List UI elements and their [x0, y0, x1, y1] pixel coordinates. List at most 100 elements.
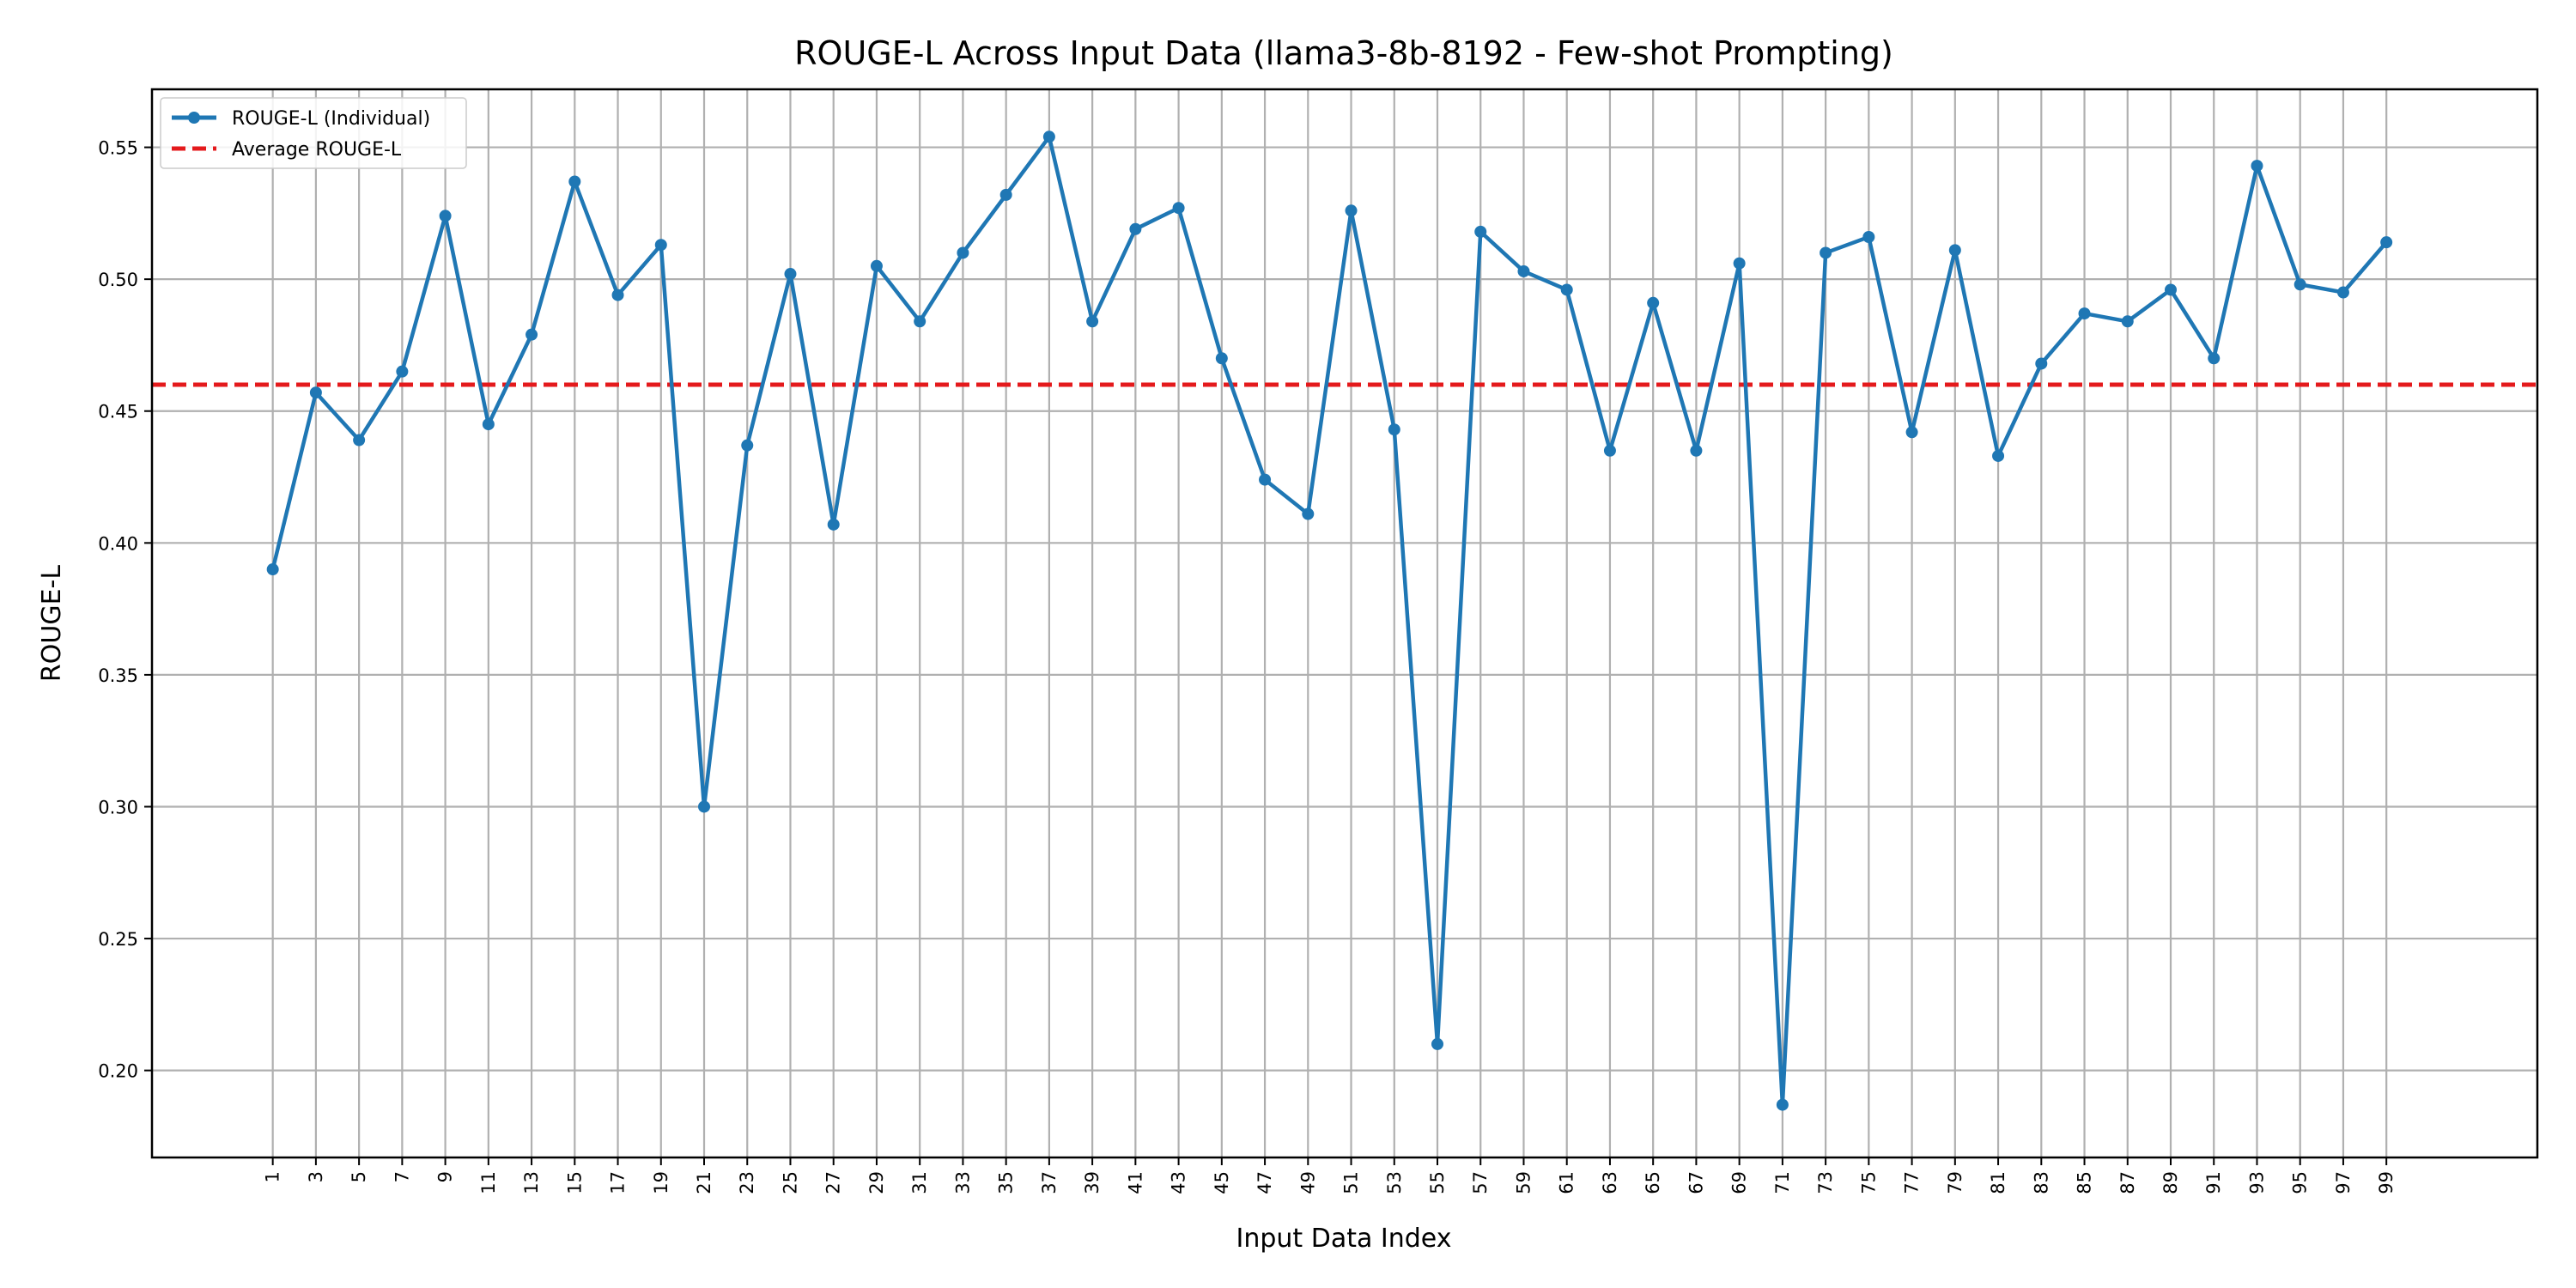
- x-tick-label: 1: [263, 1171, 283, 1182]
- data-point: [1302, 507, 1315, 520]
- data-point: [999, 188, 1012, 201]
- x-tick-label: 81: [1988, 1171, 2008, 1194]
- y-axis-ticks: 0.20 0.25 0.30 0.35 0.40 0.45 0.50 0.55: [98, 138, 152, 1082]
- data-point: [914, 315, 927, 328]
- x-tick-label: 57: [1470, 1171, 1491, 1194]
- data-point: [2035, 357, 2048, 370]
- x-tick-label: 37: [1039, 1171, 1060, 1194]
- plot-frame: [150, 88, 2539, 1159]
- x-tick-label: 75: [1858, 1171, 1879, 1194]
- y-tick-label: 0.55: [98, 138, 138, 159]
- x-tick-label: 77: [1902, 1171, 1923, 1194]
- y-tick-label: 0.20: [98, 1061, 138, 1082]
- x-tick-label: 45: [1212, 1171, 1232, 1194]
- data-point: [526, 328, 538, 341]
- x-tick-label: 41: [1125, 1171, 1145, 1194]
- legend-series-label: ROUGE-L (Individual): [232, 108, 430, 130]
- x-tick-label: 49: [1297, 1171, 1318, 1194]
- x-tick-label: 55: [1427, 1171, 1448, 1194]
- data-point: [1042, 131, 1055, 143]
- data-point: [1948, 244, 1961, 257]
- data-point: [1690, 444, 1703, 457]
- x-tick-label: 23: [737, 1171, 757, 1194]
- x-tick-label: 31: [909, 1171, 930, 1194]
- data-point: [784, 268, 797, 281]
- x-tick-label: 83: [2031, 1171, 2051, 1194]
- x-tick-label: 29: [866, 1171, 887, 1194]
- x-tick-label: 71: [1772, 1171, 1793, 1194]
- x-tick-label: 63: [1600, 1171, 1620, 1194]
- legend-average-label: Average ROUGE-L: [232, 139, 402, 161]
- data-point: [1086, 315, 1099, 328]
- y-axis-label: ROUGE-L: [37, 565, 67, 682]
- data-point: [2380, 236, 2393, 249]
- data-point: [309, 386, 322, 399]
- x-tick-label: 61: [1557, 1171, 1577, 1194]
- chart-title: ROUGE-L Across Input Data (llama3-8b-819…: [794, 34, 1893, 72]
- data-point: [2293, 278, 2306, 291]
- data-point: [1129, 222, 1142, 235]
- x-axis-ticks: 1 3 5 7 9 11 13 15 17 19 21 23 25 27 29 31 33 35 37 39 41 43 4…: [263, 1157, 2397, 1194]
- x-tick-label: 79: [1945, 1171, 1965, 1194]
- data-point: [1603, 444, 1616, 457]
- y-tick-label: 0.40: [98, 533, 138, 554]
- data-point: [957, 246, 969, 259]
- data-point: [741, 439, 754, 452]
- x-tick-label: 27: [823, 1171, 844, 1194]
- data-point: [1259, 473, 1272, 486]
- x-tick-label: 95: [2290, 1171, 2311, 1194]
- x-tick-label: 89: [2160, 1171, 2181, 1194]
- x-tick-label: 7: [392, 1171, 412, 1182]
- y-tick-label: 0.25: [98, 929, 138, 950]
- x-tick-label: 3: [306, 1171, 326, 1182]
- x-tick-label: 59: [1513, 1171, 1534, 1194]
- series-group: [266, 131, 2393, 1111]
- data-point: [1560, 283, 1573, 296]
- data-point: [1517, 264, 1530, 277]
- series-line: [270, 135, 2388, 1107]
- x-tick-label: 67: [1686, 1171, 1706, 1194]
- data-point: [1820, 246, 1832, 259]
- data-point: [2336, 286, 2349, 299]
- data-point: [1172, 202, 1185, 215]
- x-tick-label: 33: [952, 1171, 973, 1194]
- x-tick-label: 69: [1729, 1171, 1750, 1194]
- data-point: [698, 800, 711, 813]
- data-point: [1733, 257, 1746, 270]
- data-point: [654, 239, 667, 252]
- x-tick-label: 19: [651, 1171, 671, 1194]
- data-point: [439, 210, 452, 222]
- legend-box: [160, 97, 467, 169]
- data-point: [1905, 426, 1918, 439]
- grid-lines: [152, 89, 2537, 1157]
- legend-series-marker: [188, 112, 200, 124]
- y-tick-label: 0.45: [98, 402, 138, 422]
- data-point: [1215, 352, 1228, 365]
- x-tick-label: 5: [349, 1171, 369, 1182]
- x-tick-label: 97: [2333, 1171, 2354, 1194]
- data-point: [482, 418, 495, 431]
- x-tick-label: 25: [780, 1171, 800, 1194]
- data-point: [353, 434, 366, 447]
- x-tick-label: 39: [1082, 1171, 1103, 1194]
- data-point: [611, 289, 624, 301]
- x-tick-label: 87: [2117, 1171, 2138, 1194]
- x-tick-label: 17: [608, 1171, 629, 1194]
- x-tick-label: 21: [694, 1171, 714, 1194]
- data-point: [1388, 423, 1400, 436]
- data-point: [396, 365, 409, 378]
- x-tick-label: 13: [521, 1171, 542, 1194]
- data-point: [2121, 315, 2134, 328]
- data-point: [1776, 1098, 1789, 1111]
- x-tick-label: 65: [1643, 1171, 1663, 1194]
- x-tick-label: 9: [435, 1171, 456, 1182]
- data-point: [870, 259, 883, 272]
- legend: ROUGE-L (Individual) Average ROUGE-L: [160, 97, 467, 169]
- data-point: [2251, 160, 2263, 173]
- data-point: [2078, 307, 2091, 320]
- x-tick-label: 47: [1255, 1171, 1275, 1194]
- x-axis-label: Input Data Index: [1236, 1224, 1452, 1254]
- data-point: [266, 563, 279, 576]
- data-point: [568, 175, 581, 188]
